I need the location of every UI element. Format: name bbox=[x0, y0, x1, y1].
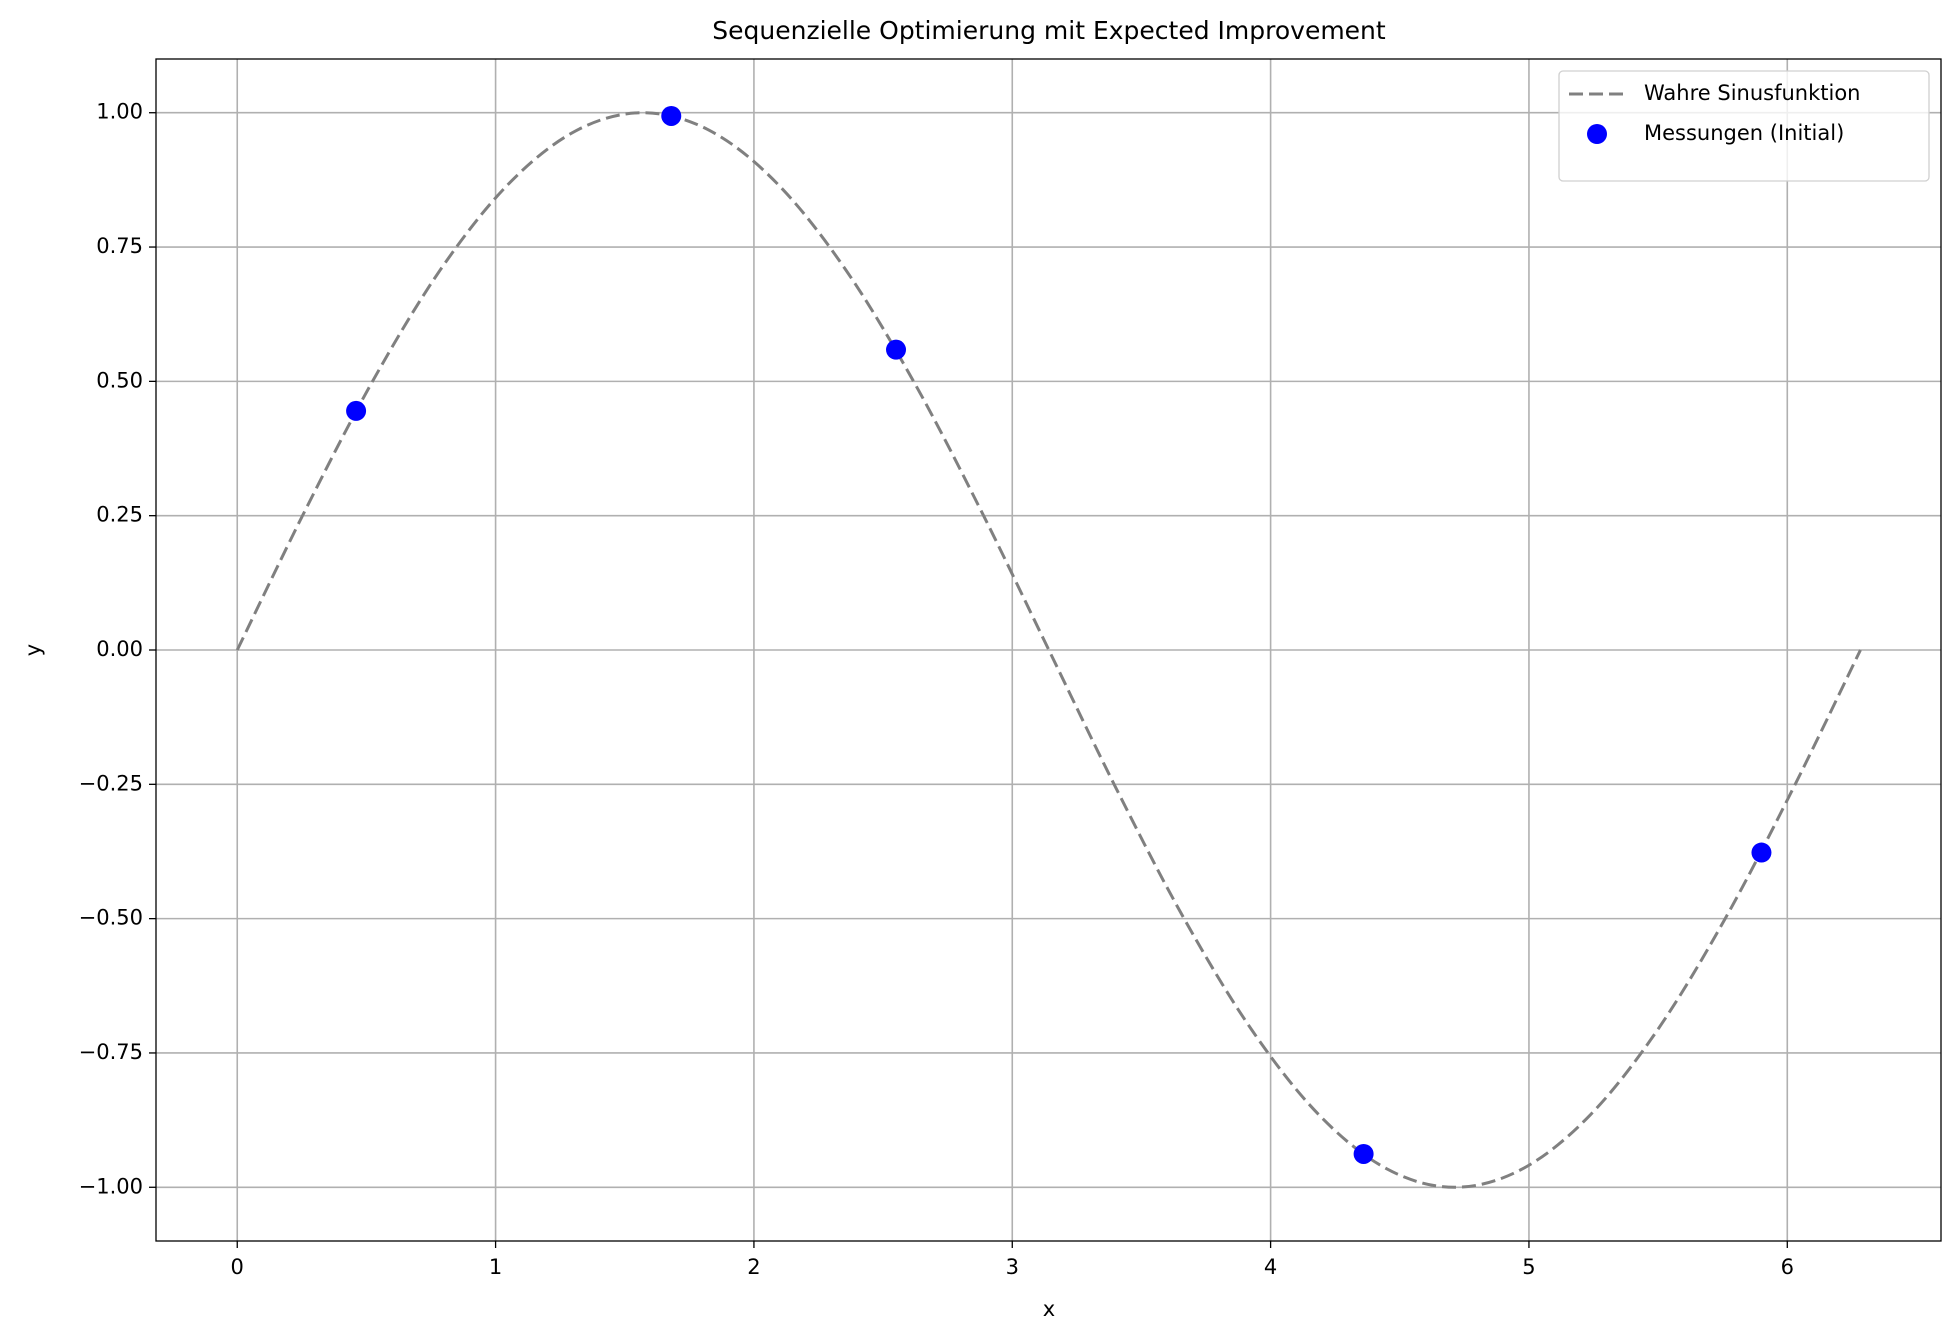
chart-title: Sequenzielle Optimierung mit Expected Im… bbox=[712, 16, 1386, 45]
y-tick-label: 0.00 bbox=[96, 637, 143, 661]
measurement-point bbox=[1751, 842, 1772, 863]
x-tick-label: 1 bbox=[489, 1255, 502, 1279]
x-axis-label: x bbox=[1043, 1297, 1055, 1321]
y-tick-label: 0.75 bbox=[96, 234, 143, 258]
y-tick-label: −0.75 bbox=[79, 1040, 143, 1064]
measurement-point bbox=[661, 105, 682, 126]
legend-box bbox=[1558, 70, 1930, 182]
y-tick-label: −0.50 bbox=[79, 906, 143, 930]
y-tick-label: 0.50 bbox=[96, 368, 143, 392]
x-tick-label: 4 bbox=[1264, 1255, 1277, 1279]
legend-marker bbox=[1587, 124, 1607, 144]
x-tick-label: 3 bbox=[1006, 1255, 1019, 1279]
y-tick-label: 0.25 bbox=[96, 503, 143, 527]
measurement-point bbox=[346, 400, 367, 421]
y-tick-label: −0.25 bbox=[79, 771, 143, 795]
plot-frame bbox=[155, 58, 1942, 1242]
legend-label: Messungen (Initial) bbox=[1644, 121, 1844, 145]
x-tick-label: 2 bbox=[747, 1255, 760, 1279]
y-tick-label: 1.00 bbox=[96, 100, 143, 124]
measurement-point bbox=[1353, 1143, 1374, 1164]
legend-label: Wahre Sinusfunktion bbox=[1644, 81, 1861, 105]
measurement-point bbox=[886, 339, 907, 360]
x-tick-label: 5 bbox=[1522, 1255, 1535, 1279]
y-axis-label: y bbox=[21, 644, 45, 656]
x-tick-label: 0 bbox=[231, 1255, 244, 1279]
y-tick-label: −1.00 bbox=[79, 1174, 143, 1198]
x-tick-label: 6 bbox=[1781, 1255, 1794, 1279]
